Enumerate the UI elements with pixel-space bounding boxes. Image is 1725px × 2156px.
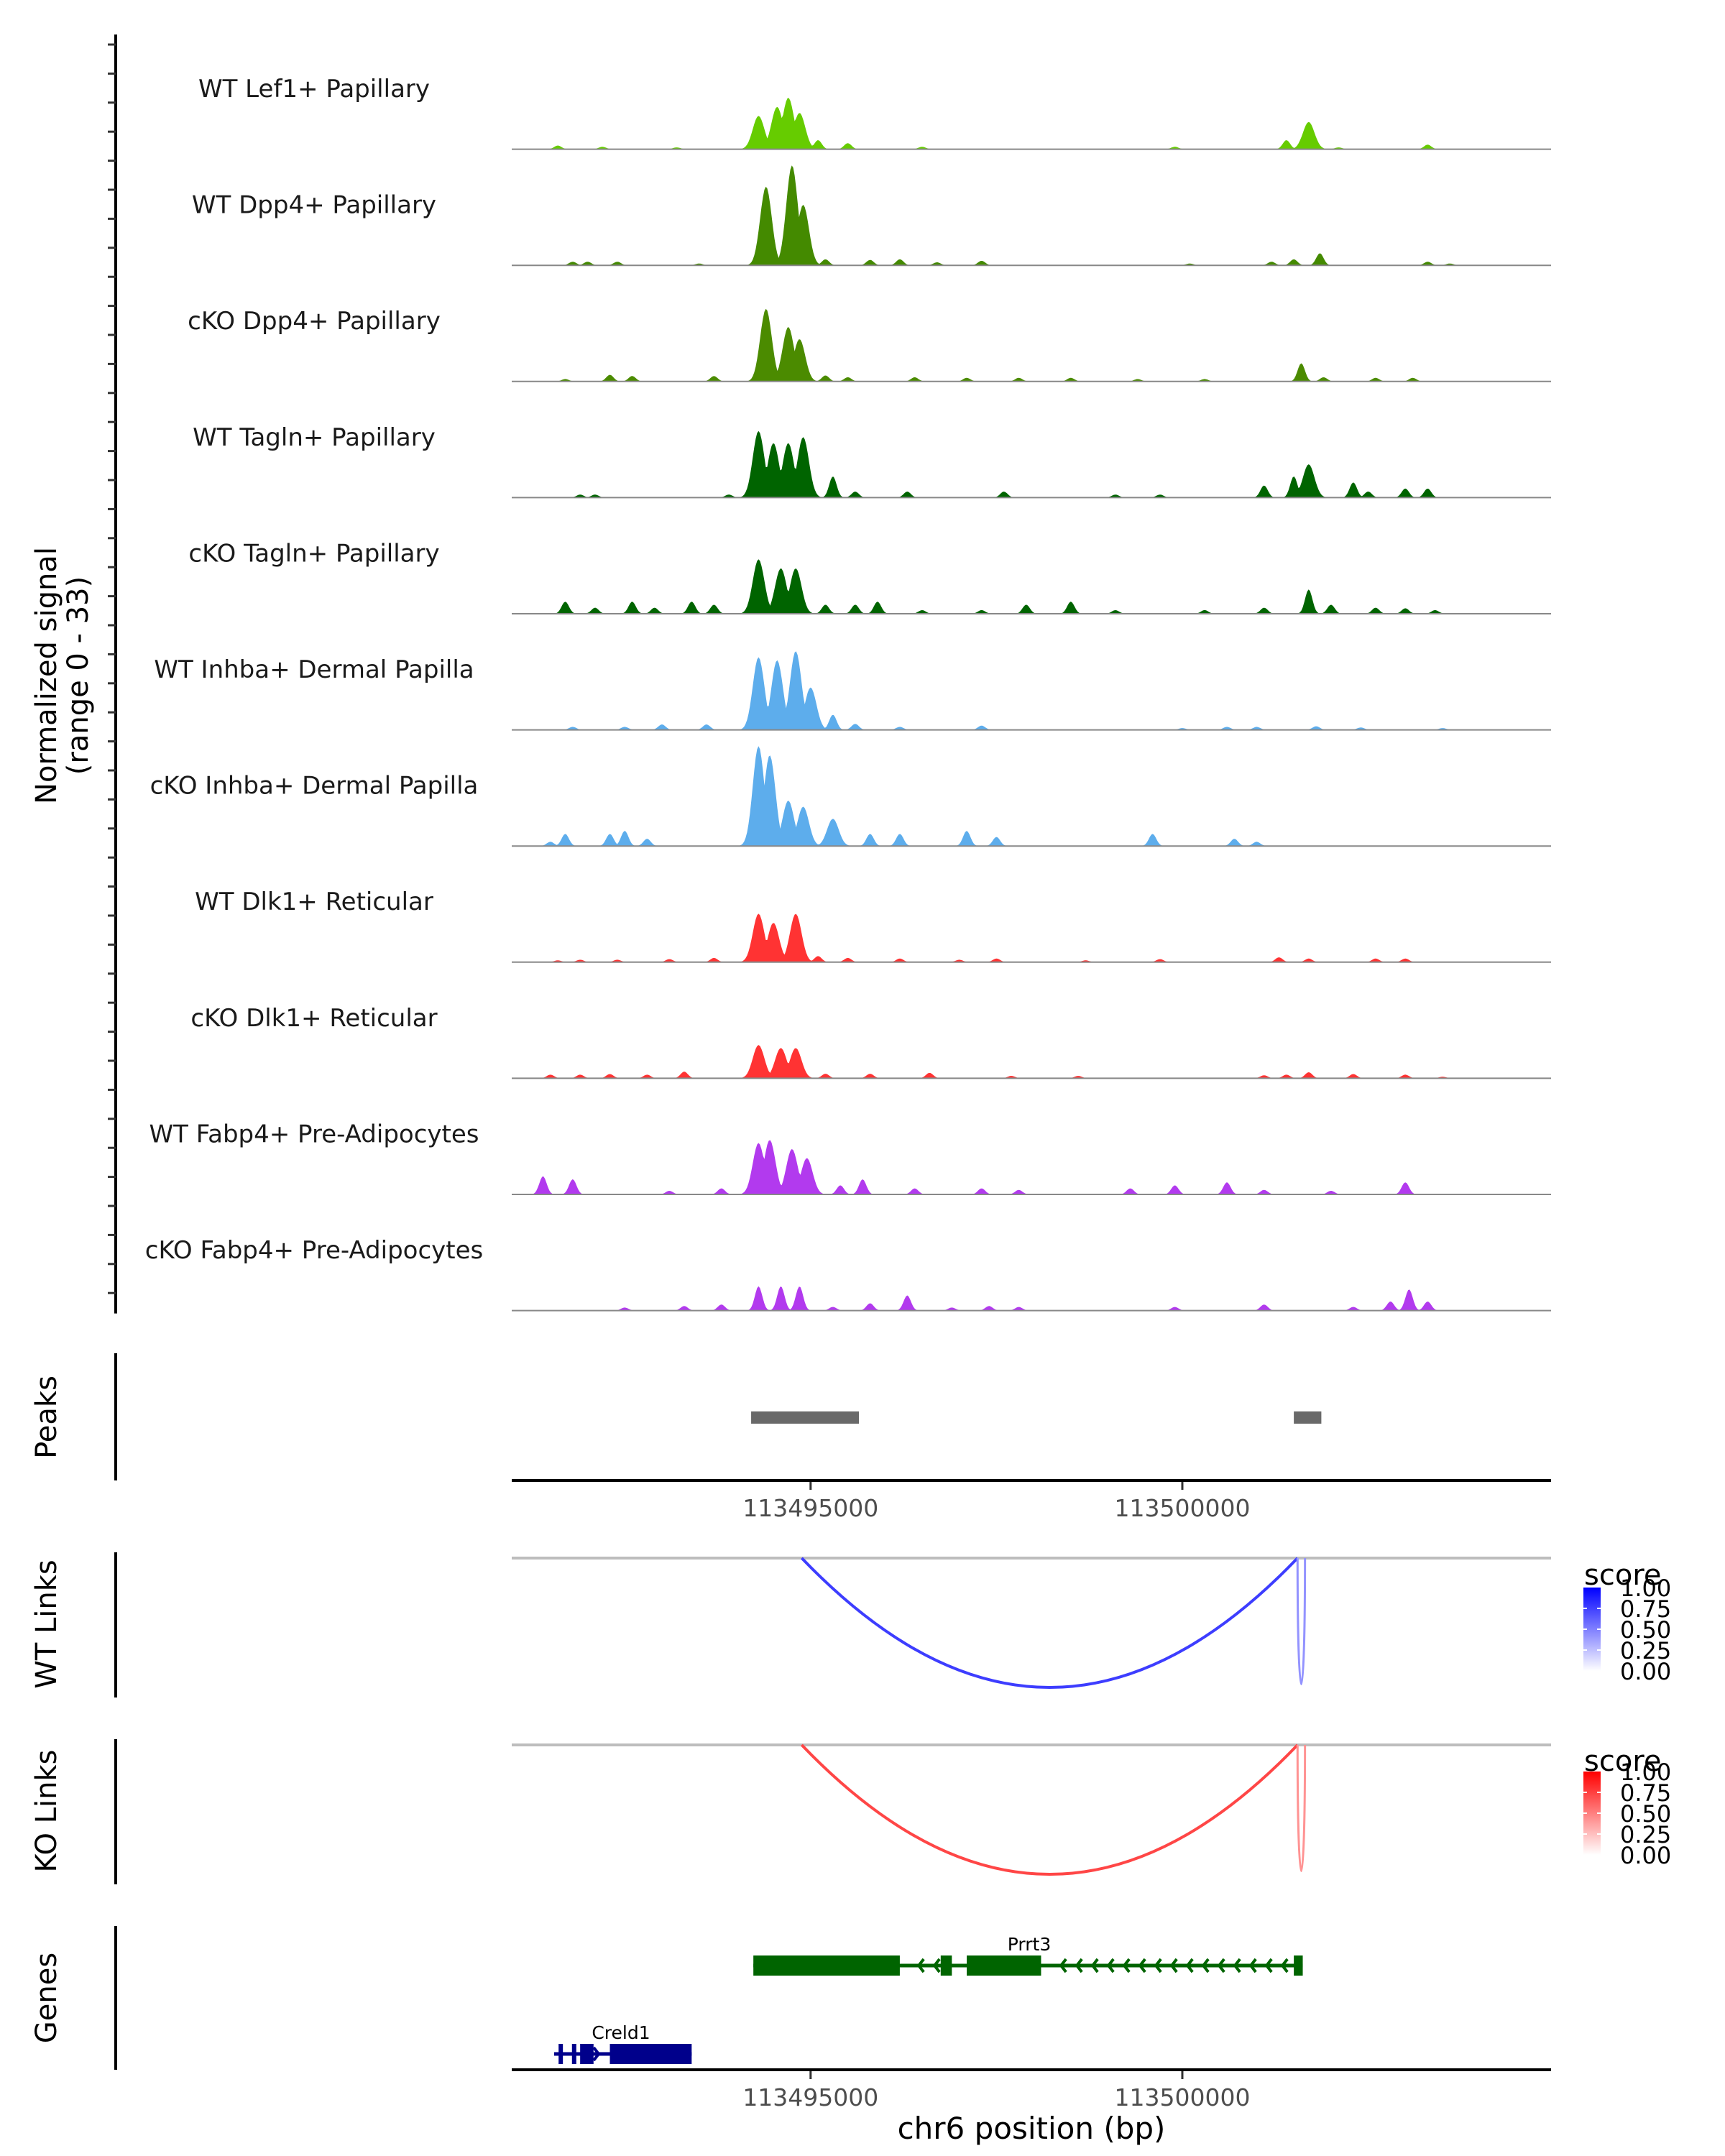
- signal-area-wt-lef1-papillary: [512, 98, 1551, 149]
- legend-tick-label-2: 0.75: [1620, 1779, 1671, 1807]
- x-axis-title: chr6 position (bp): [898, 2111, 1166, 2146]
- legend-tick-label-3: 0.50: [1620, 1800, 1671, 1828]
- prrt3-strand-arrow: [1217, 1958, 1225, 1973]
- creld1-gene-label: Creld1: [592, 2022, 650, 2043]
- wt-links-track: [512, 1557, 1551, 1689]
- signal-area-wt-inhba-dermal-papilla: [512, 651, 1551, 730]
- creld1-strand-arrow: [592, 2046, 601, 2062]
- prrt3-strand-arrow: [1122, 1958, 1131, 1973]
- legend-tick-label-4: 0.25: [1620, 1637, 1671, 1664]
- prrt3-gene-label: Prrt3: [1008, 1934, 1051, 1955]
- prrt3-strand-arrow: [916, 1958, 925, 1973]
- genes-track: Prrt3 Creld1: [553, 1934, 1303, 2064]
- prrt3-strand-arrow: [1264, 1958, 1273, 1973]
- track-label-wt-dlk1-reticular: WT Dlk1+ Reticular: [195, 888, 433, 916]
- coverage-ylabel-line2: (range 0 - 33): [62, 576, 95, 775]
- signal-area-wt-fabp4-pre-adipocytes: [512, 1140, 1551, 1194]
- prrt3-strand-arrow: [1154, 1958, 1162, 1973]
- x-axis-top: 113495000 113500000: [742, 1482, 1250, 1522]
- ko-links-track: [512, 1743, 1551, 1876]
- link-arc-1: [800, 1557, 1299, 1689]
- wt-legend-title: score: [1584, 1559, 1661, 1592]
- x-axis-top-tick-label-2: 113500000: [1114, 1494, 1250, 1522]
- legend-tick-label-2: 0.75: [1620, 1595, 1671, 1623]
- peaks-track: [751, 1411, 1322, 1424]
- prrt3-strand-arrow: [1059, 1958, 1067, 1973]
- signal-area-cko-dlk1-reticular: [512, 1045, 1551, 1079]
- creld1-exon-4: [610, 2044, 692, 2064]
- coverage-ylabel-line1: Normalized signal: [30, 547, 63, 804]
- signal-area-wt-tagln-papillary: [512, 430, 1551, 498]
- signal-area-wt-dpp4-papillary: [512, 165, 1551, 266]
- legend-tick-label-5: 0.00: [1620, 1842, 1671, 1869]
- prrt3-exon-1: [753, 1955, 900, 1976]
- legend-tick-label-3: 0.50: [1620, 1616, 1671, 1644]
- track-label-wt-fabp4-pre-adipocytes: WT Fabp4+ Pre-Adipocytes: [150, 1120, 479, 1148]
- track-label-cko-fabp4-pre-adipocytes: cKO Fabp4+ Pre-Adipocytes: [145, 1236, 484, 1265]
- creld1-exon-1: [558, 2044, 564, 2064]
- prrt3-strand-arrow: [1280, 1958, 1289, 1973]
- legend-tick-label-4: 0.25: [1620, 1821, 1671, 1848]
- peaks-panel-label: Peaks: [30, 1376, 63, 1459]
- link-arc-2: [1296, 1744, 1307, 1872]
- prrt3-strand-arrow: [1106, 1958, 1115, 1973]
- prrt3-strand-arrow: [1201, 1958, 1210, 1973]
- track-label-cko-dpp4-papillary: cKO Dpp4+ Papillary: [188, 307, 441, 336]
- track-label-wt-lef1-papillary: WT Lef1+ Papillary: [198, 75, 430, 103]
- x-axis-bottom: 113495000 113500000: [742, 2071, 1250, 2111]
- signal-area-cko-tagln-papillary: [512, 559, 1551, 614]
- signal-area-cko-fabp4-pre-adipocytes: [512, 1286, 1551, 1311]
- prrt3-exon-3: [967, 1955, 1041, 1976]
- signal-area-cko-dpp4-papillary: [512, 308, 1551, 382]
- ko-links-score-legend: score 1.000.750.500.250.00: [1583, 1745, 1671, 1869]
- link-arc-1: [800, 1743, 1299, 1876]
- link-arc-2: [1296, 1557, 1307, 1685]
- ko-links-panel-label: KO Links: [30, 1750, 63, 1873]
- peak-2: [1294, 1411, 1322, 1424]
- x-axis-bottom-tick-label-1: 113495000: [742, 2083, 878, 2111]
- prrt3-strand-arrow: [1169, 1958, 1178, 1973]
- signal-area-cko-inhba-dermal-papilla: [512, 746, 1551, 847]
- prrt3-strand-arrow: [1138, 1958, 1146, 1973]
- prrt3-strand-arrow: [1248, 1958, 1257, 1973]
- track-label-wt-dpp4-papillary: WT Dpp4+ Papillary: [192, 191, 436, 220]
- creld1-exon-2: [571, 2044, 576, 2064]
- prrt3-exon-4: [1294, 1955, 1303, 1976]
- legend-tick-label-1: 1.00: [1620, 1759, 1671, 1786]
- prrt3-exon-2: [940, 1955, 952, 1976]
- prrt3-strand-arrow: [1185, 1958, 1194, 1973]
- coverage-y-axis: [108, 34, 117, 1314]
- legend-tick-label-5: 0.00: [1620, 1658, 1671, 1685]
- legend-tick-label-1: 1.00: [1620, 1575, 1671, 1602]
- prrt3-strand-arrow: [1075, 1958, 1083, 1973]
- track-label-cko-dlk1-reticular: cKO Dlk1+ Reticular: [190, 1004, 437, 1033]
- x-axis-top-tick-label-1: 113495000: [742, 1494, 878, 1522]
- creld1-exon-3: [580, 2044, 594, 2064]
- prrt3-strand-arrow: [932, 1958, 941, 1973]
- x-axis-bottom-tick-label-2: 113500000: [1114, 2083, 1250, 2111]
- wt-links-score-legend: score 1.000.750.500.250.00: [1583, 1559, 1671, 1685]
- track-label-wt-inhba-dermal-papilla: WT Inhba+ Dermal Papilla: [154, 655, 474, 684]
- wt-links-panel-label: WT Links: [30, 1560, 63, 1688]
- track-label-cko-inhba-dermal-papilla: cKO Inhba+ Dermal Papilla: [150, 772, 479, 801]
- peak-1: [751, 1411, 860, 1424]
- track-label-wt-tagln-papillary: WT Tagln+ Papillary: [193, 423, 436, 452]
- signal-area-wt-dlk1-reticular: [512, 913, 1551, 962]
- prrt3-strand-arrow: [1090, 1958, 1099, 1973]
- track-label-cko-tagln-papillary: cKO Tagln+ Papillary: [188, 539, 439, 568]
- coverage-tracks: WT Lef1+ Papillary WT Dpp4+ Papillary cKO …: [145, 75, 1551, 1312]
- prrt3-strand-arrow: [1233, 1958, 1241, 1973]
- genes-panel-label: Genes: [30, 1953, 63, 2043]
